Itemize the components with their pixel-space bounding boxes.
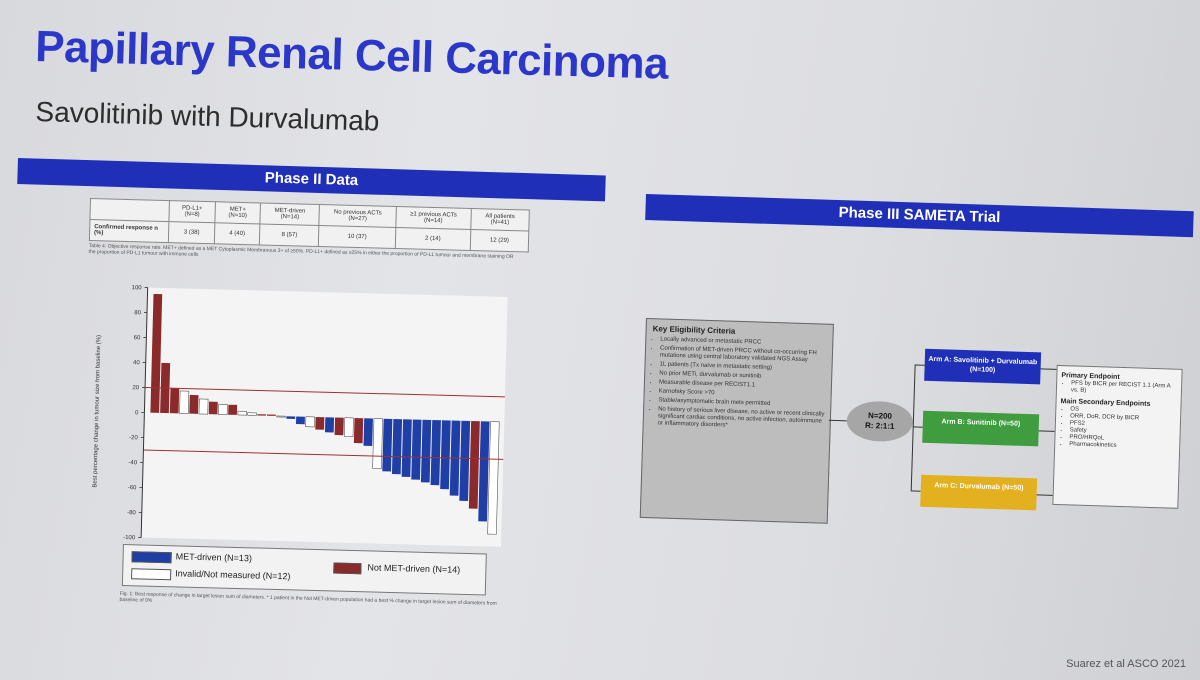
waterfall-bar xyxy=(218,404,228,415)
y-tick-label: 20 xyxy=(132,385,139,391)
waterfall-bar xyxy=(401,419,412,477)
y-tick-label: -40 xyxy=(128,460,137,466)
eligibility-criteria-box: Key Eligibility Criteria Locally advance… xyxy=(639,318,834,524)
arm-b-box: Arm B: Sunitinib (N=50) xyxy=(922,410,1040,447)
waterfall-bar xyxy=(179,390,190,414)
waterfall-bar xyxy=(478,421,490,522)
table-cell: 2 (14) xyxy=(394,227,471,251)
connector-line xyxy=(1036,494,1053,496)
y-tick-label: 0 xyxy=(135,410,139,416)
table-cell: 8 (57) xyxy=(259,223,320,247)
table-header-cell: PD-L1+ (N=8) xyxy=(168,200,216,223)
phase3-panel: Key Eligibility Criteria Locally advance… xyxy=(639,318,1196,555)
y-tick-label: 60 xyxy=(134,335,141,341)
waterfall-bar xyxy=(420,419,432,483)
table-header-cell: All patients (N=41) xyxy=(470,208,530,231)
phase2-panel: PD-L1+ (N=8) MET+ (N=10) MET-driven (N=1… xyxy=(79,198,530,639)
arm-c-box: Arm C: Durvalumab (N=50) xyxy=(920,474,1038,511)
table-header-cell: MET-driven (N=14) xyxy=(259,202,320,226)
table-row-label: Confirmed response n (%) xyxy=(89,219,169,243)
waterfall-bar xyxy=(440,420,451,490)
phase2-banner: Phase II Data xyxy=(17,158,606,202)
waterfall-bar xyxy=(286,416,296,419)
waterfall-bar xyxy=(150,293,163,413)
connector-line xyxy=(1040,368,1057,370)
connector-line xyxy=(1038,430,1055,432)
y-tick-label: -60 xyxy=(128,485,137,491)
y-tick-label: -20 xyxy=(129,435,138,441)
phase3-banner: Phase III SAMETA Trial xyxy=(645,194,1194,238)
reference-line xyxy=(145,387,505,398)
waterfall-bar xyxy=(276,415,286,418)
waterfall-bar xyxy=(257,414,267,416)
waterfall-bar xyxy=(391,419,403,475)
y-axis-label: Best percentage change in tumour size fr… xyxy=(92,335,102,488)
legend-swatch-invalid xyxy=(131,568,172,581)
waterfall-bar xyxy=(208,401,218,415)
criteria-item: No history of serious liver disease, no … xyxy=(658,406,827,432)
waterfall-bar xyxy=(295,416,305,425)
slide-title: Papillary Renal Cell Carcinoma xyxy=(34,22,669,89)
waterfall-bar xyxy=(267,414,276,416)
waterfall-bar xyxy=(198,398,209,415)
y-tick-label: -80 xyxy=(127,510,136,516)
citation-footer: Suarez et al ASCO 2021 xyxy=(1066,658,1186,670)
y-tick-label: 100 xyxy=(132,285,143,291)
waterfall-bar xyxy=(334,417,344,436)
table-cell: 4 (40) xyxy=(214,222,260,245)
chart-legend: MET-driven (N=13) Invalid/Not measured (… xyxy=(121,543,487,596)
connector-line xyxy=(914,364,925,366)
legend-swatch-met-driven xyxy=(131,551,172,564)
legend-label-invalid: Invalid/Not measured (N=12) xyxy=(175,568,291,582)
waterfall-bar xyxy=(305,416,315,428)
waterfall-bar xyxy=(487,421,500,535)
slide-subtitle: Savolitinib with Durvalumab xyxy=(35,96,380,137)
waterfall-bar xyxy=(382,418,393,472)
waterfall-bar xyxy=(343,417,354,438)
waterfall-bar xyxy=(189,394,199,414)
connector-line xyxy=(912,426,923,428)
waterfall-bar xyxy=(459,420,471,501)
legend-label-met-driven: MET-driven (N=13) xyxy=(175,551,253,564)
waterfall-bar xyxy=(169,388,180,414)
waterfall-bar xyxy=(372,418,383,470)
table-cell: 10 (37) xyxy=(318,225,396,249)
waterfall-bar xyxy=(363,418,373,446)
reference-line xyxy=(143,449,504,460)
waterfall-bar xyxy=(353,417,364,444)
waterfall-bar xyxy=(228,404,238,415)
y-tick-label: 40 xyxy=(133,360,140,366)
waterfall-bar xyxy=(468,421,480,509)
endpoints-box: Primary Endpoint PFS by BICR per RECIST … xyxy=(1052,364,1183,509)
table-cell: 3 (38) xyxy=(168,221,215,244)
randomization-ratio: R: 2:1:1 xyxy=(864,420,895,431)
legend-swatch-not-met-driven xyxy=(333,562,362,575)
table-header-cell: MET+ (N=10) xyxy=(214,201,261,224)
waterfall-bar xyxy=(315,416,325,430)
table-header-cell xyxy=(89,198,170,222)
waterfall-bar xyxy=(247,412,257,416)
table-header-cell: No previous ACTs (N=27) xyxy=(319,204,397,228)
waterfall-bar xyxy=(324,417,335,433)
waterfall-bar xyxy=(237,410,247,416)
randomization-node: N=200 R: 2:1:1 xyxy=(846,400,914,443)
connector-line xyxy=(828,419,847,422)
waterfall-bar xyxy=(411,419,422,480)
waterfall-chart: 100 80 60 40 20 0 -20 -40 -60 -80 -100 Best percent… xyxy=(92,285,508,547)
arm-a-box: Arm A: Savolitinib + Durvalumab (N=100) xyxy=(924,348,1042,385)
y-tick-label: 80 xyxy=(134,310,141,316)
connector-line xyxy=(910,490,921,492)
legend-label-not-met-driven: Not MET-driven (N=14) xyxy=(367,562,461,575)
primary-endpoint-item: PFS by BICR per RECIST 1.1 (Arm A vs. B) xyxy=(1071,380,1177,397)
table-header-cell: ≥1 previous ACTs (N=14) xyxy=(395,206,472,230)
waterfall-bar xyxy=(430,420,441,486)
y-tick-label: -100 xyxy=(123,535,136,541)
table-cell: 12 (29) xyxy=(470,229,529,252)
